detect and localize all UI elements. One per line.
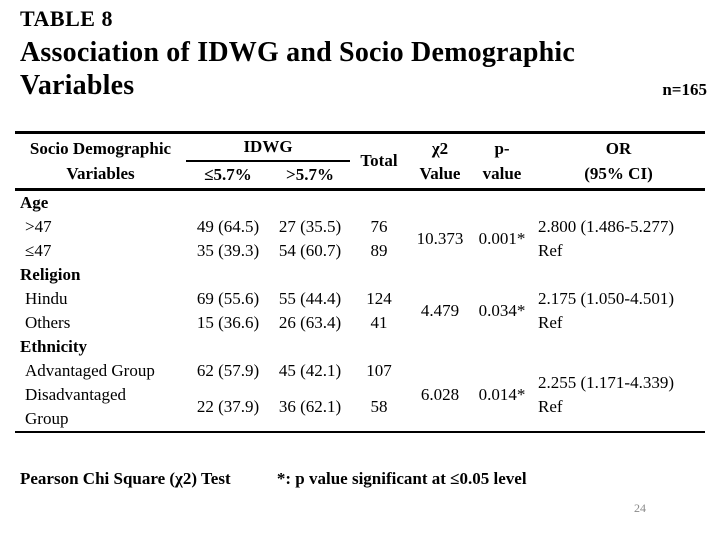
- or-cell: 2.800 (1.486-5.277) Ref: [532, 215, 705, 263]
- p-value-cell: 0.001*: [478, 229, 526, 248]
- total-cell: 89: [370, 241, 388, 260]
- chi-square-cell: 4.479: [420, 301, 460, 320]
- section-label-row: Age: [15, 190, 705, 216]
- category-cell: Advantaged Group: [25, 361, 155, 380]
- chi-square-cell: 10.373: [416, 229, 464, 248]
- idwg-le-cell: 49 (64.5): [196, 217, 260, 236]
- section-label-ethnicity: Ethnicity: [20, 337, 88, 356]
- idwg-gt-cell: 26 (63.4): [278, 313, 342, 332]
- header-idwg-gt: >5.7%: [270, 161, 350, 191]
- chi-square-cell: 6.028: [420, 385, 460, 404]
- category-cell: Hindu: [25, 289, 68, 308]
- section-label-religion: Religion: [20, 265, 81, 284]
- header-total: Total: [350, 132, 408, 191]
- idwg-le-cell: 69 (55.6): [196, 289, 260, 308]
- page-number: 24: [634, 501, 646, 515]
- idwg-le-cell: 62 (57.9): [196, 361, 260, 380]
- or-value: 2.255 (1.171-4.339): [538, 373, 674, 392]
- section-label-row: Religion: [15, 263, 705, 287]
- table-row: Hindu 69 (55.6) 55 (44.4) 124 4.479 0.03…: [15, 287, 705, 332]
- header-or: OR (95% CI): [532, 132, 705, 191]
- header-idwg-le: ≤5.7%: [186, 161, 270, 191]
- total-cell: 107: [366, 361, 392, 380]
- table-number: TABLE 8: [20, 6, 113, 31]
- page-title: Association of IDWG and Socio Demographi…: [20, 37, 575, 101]
- header-p-line2: value: [482, 164, 522, 183]
- or-ref: Ref: [538, 397, 563, 416]
- idwg-le-cell: 35 (39.3): [196, 241, 260, 260]
- or-cell: 2.175 (1.050-4.501) Ref: [532, 287, 705, 335]
- idwg-gt-cell: 27 (35.5): [278, 217, 342, 236]
- total-cell: 76: [370, 217, 388, 236]
- p-value-cell: 0.034*: [478, 301, 526, 320]
- p-value-cell: 0.014*: [478, 385, 526, 404]
- table-row: Advantaged Group 62 (57.9) 45 (42.1) 107…: [15, 359, 705, 416]
- footnote-significance: *: p value significant at ≤0.05 level: [276, 469, 527, 488]
- header-idwg: IDWG: [186, 132, 350, 162]
- header-variables-line1: Socio Demographic: [29, 139, 172, 158]
- or-value: 2.175 (1.050-4.501): [538, 289, 674, 308]
- idwg-gt-cell: 55 (44.4): [278, 289, 342, 308]
- category-cell: >47: [25, 217, 52, 236]
- table-row: Others 15 (36.6) 26 (63.4) 41: [15, 311, 705, 335]
- section-label-age: Age: [20, 193, 49, 212]
- header-or-line2: (95% CI): [584, 164, 653, 183]
- sample-size-label: n=165: [662, 80, 707, 99]
- idwg-gt-cell: 54 (60.7): [278, 241, 342, 260]
- or-ref: Ref: [538, 241, 563, 260]
- idwg-le-cell: 15 (36.6): [196, 313, 260, 332]
- header-variables: Socio Demographic Variables: [15, 132, 186, 191]
- idwg-gt-cell: 45 (42.1): [278, 361, 342, 380]
- header-p-value: p- value: [472, 132, 532, 191]
- header-variables-line2: Variables: [66, 164, 135, 183]
- footnote-test: Pearson Chi Square (χ2) Test: [20, 469, 231, 488]
- header-chi-square: χ2 Value: [408, 132, 472, 191]
- footnote: Pearson Chi Square (χ2) Test *: p value …: [20, 469, 527, 489]
- header-chi-line2: Value: [419, 164, 461, 183]
- header-p-line1: p-: [494, 139, 510, 158]
- or-value: 2.800 (1.486-5.277): [538, 217, 674, 236]
- association-table: Socio Demographic Variables IDWG Total χ…: [15, 131, 705, 433]
- section-label-row: Ethnicity: [15, 335, 705, 359]
- total-cell: 124: [366, 289, 392, 308]
- idwg-gt-cell: 36 (62.1): [278, 397, 342, 416]
- or-cell: 2.255 (1.171-4.339) Ref: [532, 359, 705, 432]
- category-cell: ≤47: [25, 241, 52, 260]
- or-ref: Ref: [538, 313, 563, 332]
- total-cell: 41: [370, 313, 388, 332]
- total-cell: 58: [370, 397, 388, 416]
- category-cell: Disadvantaged Group: [25, 385, 127, 428]
- table-row: ≤47 35 (39.3) 54 (60.7) 89: [15, 239, 705, 263]
- idwg-le-cell: 22 (37.9): [196, 397, 260, 416]
- header-or-line1: OR: [605, 139, 632, 158]
- table-row: >47 49 (64.5) 27 (35.5) 76 10.373 0.001*…: [15, 215, 705, 260]
- table-row: Disadvantaged Group 22 (37.9) 36 (62.1) …: [15, 383, 705, 432]
- header-chi-line1: χ2: [431, 139, 449, 158]
- category-cell: Others: [25, 313, 71, 332]
